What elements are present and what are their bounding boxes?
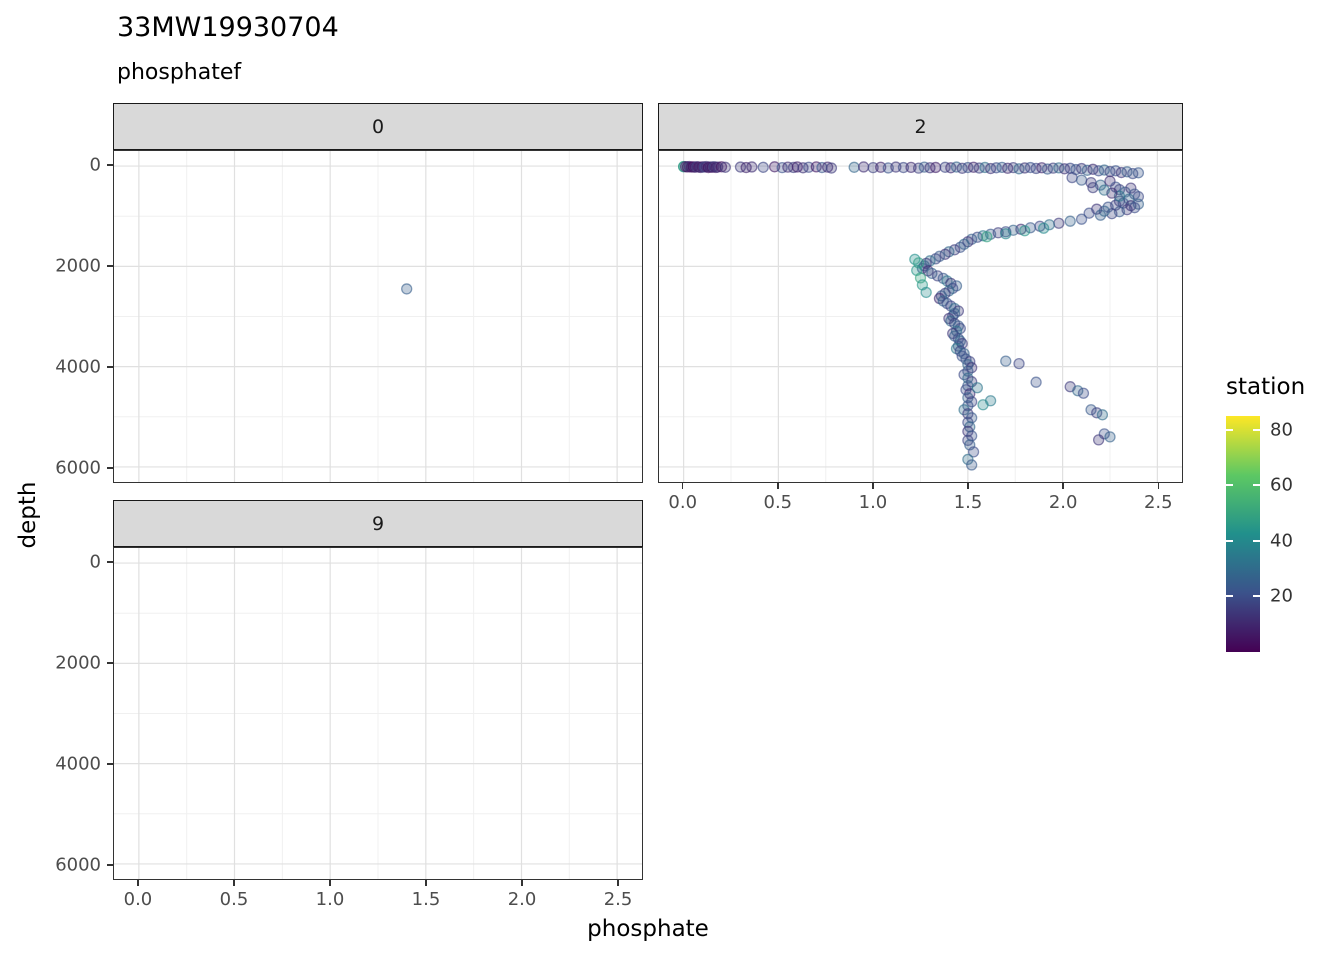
y-axis-title: depth — [15, 481, 41, 549]
facet-strip-0: 0 — [113, 103, 643, 150]
facet-panel-9 — [113, 547, 643, 880]
y-axis-row-2: 0 2000 4000 6000 — [50, 547, 113, 880]
plot-title: 33MW19930704 — [117, 12, 339, 43]
x-axis-facet-2: 0.0 0.5 1.0 1.5 2.0 2.5 — [658, 483, 1183, 517]
facet-strip-0-label: 0 — [371, 115, 385, 138]
facet-9-points-layer — [114, 548, 642, 879]
facet-strip-9: 9 — [113, 500, 643, 547]
x-axis-title: phosphate — [587, 916, 709, 942]
plot-subtitle: phosphatef — [117, 60, 242, 85]
legend-colorbar-icon — [1226, 416, 1260, 652]
y-axis-row-1: 0 2000 4000 6000 — [50, 150, 113, 483]
facet-strip-9-label: 9 — [371, 512, 385, 535]
x-axis-facet-9: 0.0 0.5 1.0 1.5 2.0 2.5 — [113, 880, 643, 914]
facet-0-points-layer — [114, 151, 642, 482]
facet-panel-0 — [113, 150, 643, 483]
legend-station: station 80 60 40 20 — [1226, 374, 1344, 674]
facet-strip-2: 2 — [658, 103, 1183, 150]
facet-2-points-layer — [659, 151, 1182, 482]
facet-strip-2-label: 2 — [914, 115, 927, 138]
facet-panel-2 — [658, 150, 1183, 483]
legend-title: station — [1226, 374, 1306, 400]
